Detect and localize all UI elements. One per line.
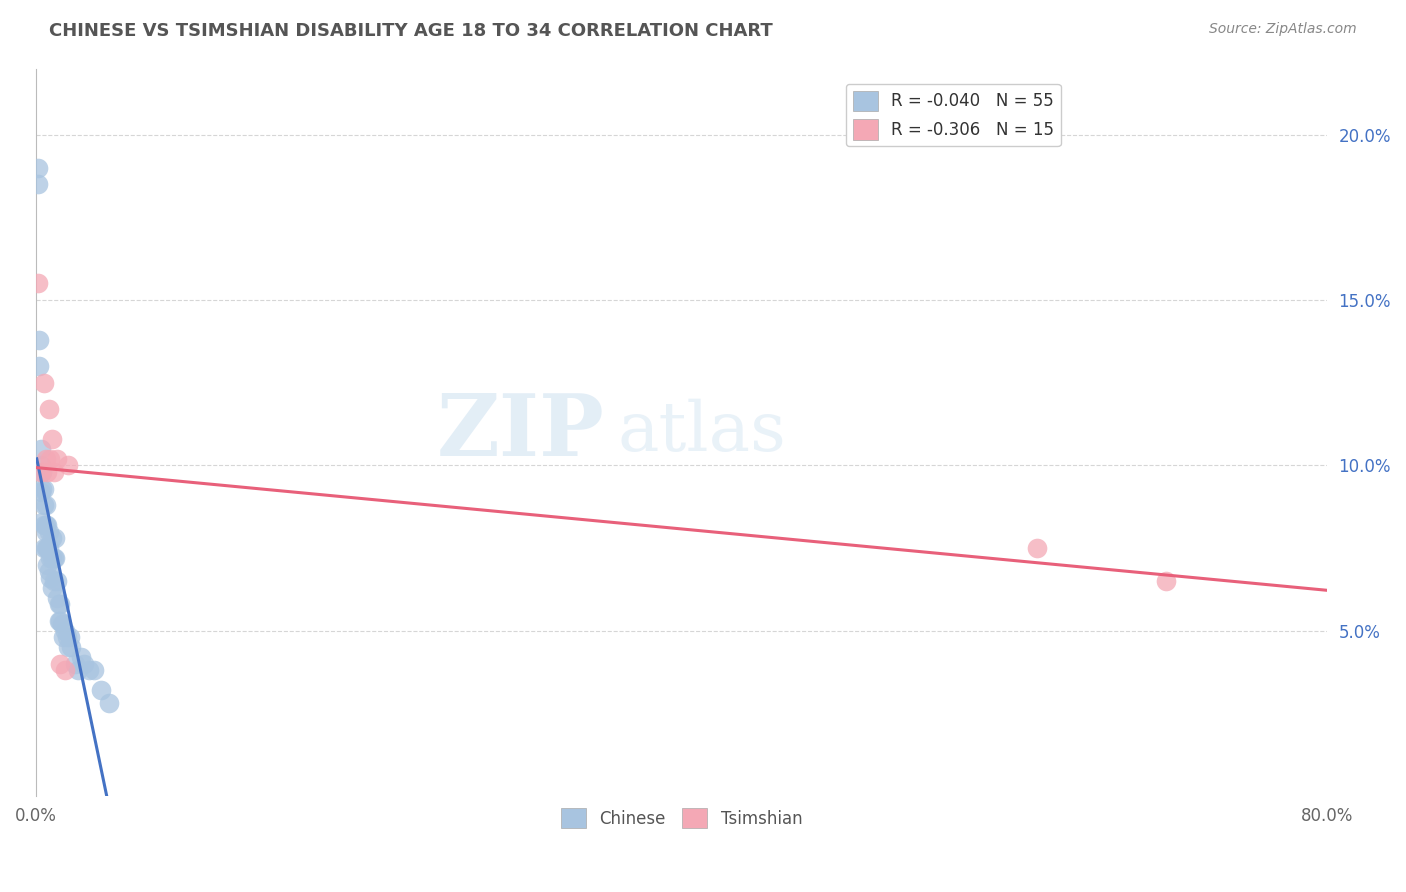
Point	[44, 551, 66, 566]
Point	[42, 551, 65, 566]
Point	[49, 657, 72, 671]
Point	[39, 551, 62, 566]
Point	[45, 451, 67, 466]
Point	[31, 482, 53, 496]
Text: CHINESE VS TSIMSHIAN DISABILITY AGE 18 TO 34 CORRELATION CHART: CHINESE VS TSIMSHIAN DISABILITY AGE 18 T…	[49, 22, 773, 40]
Point	[38, 564, 60, 578]
Point	[34, 541, 56, 555]
Point	[32, 541, 55, 555]
Point	[70, 650, 93, 665]
Point	[51, 617, 73, 632]
Point	[49, 597, 72, 611]
Point	[39, 571, 62, 585]
Point	[39, 451, 62, 466]
Point	[34, 498, 56, 512]
Point	[37, 465, 59, 479]
Point	[32, 498, 55, 512]
Point	[31, 465, 53, 479]
Point	[34, 451, 56, 466]
Point	[97, 697, 120, 711]
Point	[34, 517, 56, 532]
Point	[77, 664, 100, 678]
Point	[59, 631, 82, 645]
Point	[38, 541, 60, 555]
Point	[28, 333, 51, 347]
Point	[48, 597, 70, 611]
Point	[63, 657, 86, 671]
Point	[32, 517, 55, 532]
Point	[30, 484, 52, 499]
Point	[41, 432, 63, 446]
Point	[41, 551, 63, 566]
Point	[37, 517, 59, 532]
Point	[53, 664, 76, 678]
Point	[41, 531, 63, 545]
Point	[27, 277, 49, 291]
Text: ZIP: ZIP	[436, 391, 605, 475]
Point	[37, 558, 59, 572]
Text: atlas: atlas	[617, 399, 786, 466]
Point	[28, 359, 51, 373]
Point	[42, 574, 65, 588]
Point	[1025, 541, 1047, 555]
Point	[37, 541, 59, 555]
Point	[53, 624, 76, 638]
Point	[60, 640, 83, 655]
Point	[27, 178, 49, 192]
Text: Source: ZipAtlas.com: Source: ZipAtlas.com	[1209, 22, 1357, 37]
Point	[83, 664, 105, 678]
Point	[73, 657, 96, 671]
Point	[45, 591, 67, 605]
Point	[45, 574, 67, 588]
Point	[58, 458, 80, 473]
Point	[52, 631, 75, 645]
Point	[66, 664, 89, 678]
Point	[31, 465, 53, 479]
Point	[30, 458, 52, 473]
Point	[44, 531, 66, 545]
Point	[41, 581, 63, 595]
Point	[32, 376, 55, 390]
Point	[1154, 574, 1177, 588]
Point	[58, 640, 80, 655]
Point	[38, 402, 60, 417]
Point	[55, 631, 77, 645]
Point	[48, 614, 70, 628]
Point	[32, 482, 55, 496]
Point	[30, 465, 52, 479]
Point	[31, 515, 53, 529]
Point	[38, 524, 60, 539]
Point	[27, 161, 49, 175]
Point	[49, 614, 72, 628]
Point	[89, 683, 111, 698]
Legend: Chinese, Tsimshian: Chinese, Tsimshian	[554, 801, 808, 835]
Point	[30, 442, 52, 456]
Point	[42, 465, 65, 479]
Point	[34, 524, 56, 539]
